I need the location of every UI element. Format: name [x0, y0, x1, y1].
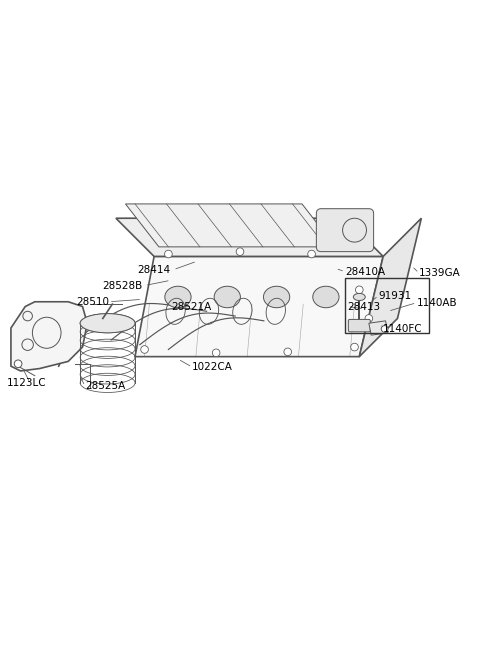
Ellipse shape [80, 314, 135, 333]
Text: 1339GA: 1339GA [419, 268, 461, 278]
Circle shape [356, 286, 363, 294]
Text: 28525A: 28525A [85, 381, 125, 391]
Text: 1140FC: 1140FC [383, 324, 423, 334]
Text: 28510: 28510 [76, 297, 109, 307]
Text: 1140AB: 1140AB [417, 298, 457, 308]
Ellipse shape [264, 286, 290, 308]
Polygon shape [116, 218, 383, 256]
Text: 28410A: 28410A [345, 267, 385, 277]
Text: 28413: 28413 [348, 302, 381, 312]
Circle shape [165, 250, 172, 258]
Ellipse shape [353, 293, 365, 300]
Polygon shape [360, 218, 421, 357]
Text: 28528B: 28528B [102, 281, 142, 291]
Polygon shape [125, 204, 336, 247]
Text: 1022CA: 1022CA [192, 362, 233, 372]
Circle shape [141, 346, 148, 354]
Polygon shape [11, 302, 87, 371]
Bar [345, 278, 429, 333]
Text: 1123LC: 1123LC [7, 378, 47, 388]
Circle shape [236, 248, 244, 255]
Circle shape [365, 315, 372, 322]
FancyBboxPatch shape [316, 209, 373, 252]
Circle shape [284, 348, 291, 356]
Text: 28521A: 28521A [171, 302, 211, 312]
Ellipse shape [214, 286, 240, 308]
Text: 28414: 28414 [138, 265, 171, 275]
Circle shape [308, 250, 315, 258]
Polygon shape [135, 256, 383, 357]
Circle shape [351, 343, 359, 351]
Ellipse shape [165, 286, 191, 308]
Ellipse shape [313, 286, 339, 308]
Circle shape [212, 349, 220, 357]
Text: 91931: 91931 [378, 291, 411, 300]
Circle shape [381, 325, 388, 333]
Circle shape [14, 360, 22, 367]
Polygon shape [369, 321, 388, 335]
FancyBboxPatch shape [348, 319, 370, 332]
